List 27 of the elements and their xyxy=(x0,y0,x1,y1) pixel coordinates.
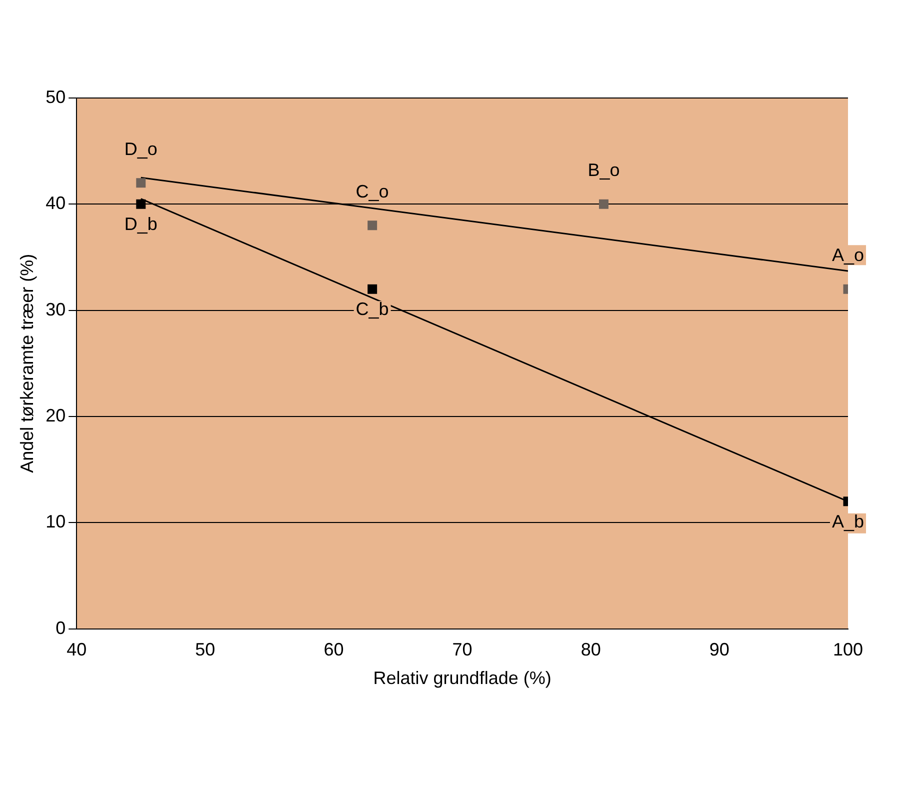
annotation: C_o xyxy=(356,181,389,202)
y-tick-label: 10 xyxy=(46,512,66,532)
annotation: A_b xyxy=(832,511,864,532)
x-tick-label: 40 xyxy=(66,640,87,660)
annotation: D_o xyxy=(124,138,158,159)
x-tick-label: 60 xyxy=(324,640,344,660)
point xyxy=(136,199,146,209)
y-tick-label: 30 xyxy=(46,299,66,320)
annotation: D_b xyxy=(124,214,158,234)
point xyxy=(368,220,378,230)
x-tick-label: 100 xyxy=(832,640,864,660)
point xyxy=(598,199,608,209)
annotation: A_o xyxy=(832,245,864,266)
y-tick-label: 0 xyxy=(56,618,66,638)
y-tick-label: 40 xyxy=(46,193,66,214)
y-axis-title: Andel tørkeramte træer (%) xyxy=(16,254,37,473)
point xyxy=(368,284,378,294)
x-tick-label: 80 xyxy=(580,640,601,660)
x-axis-title: Relativ grundflade (%) xyxy=(373,668,552,688)
annotation: B_o xyxy=(588,160,620,180)
y-tick-label: 50 xyxy=(46,86,66,107)
x-tick-label: 50 xyxy=(195,640,216,660)
point xyxy=(136,178,146,188)
x-tick-label: 70 xyxy=(452,640,472,660)
x-tick-label: 90 xyxy=(709,640,730,660)
annotation: C_b xyxy=(356,299,389,320)
y-tick-label: 20 xyxy=(46,405,66,426)
